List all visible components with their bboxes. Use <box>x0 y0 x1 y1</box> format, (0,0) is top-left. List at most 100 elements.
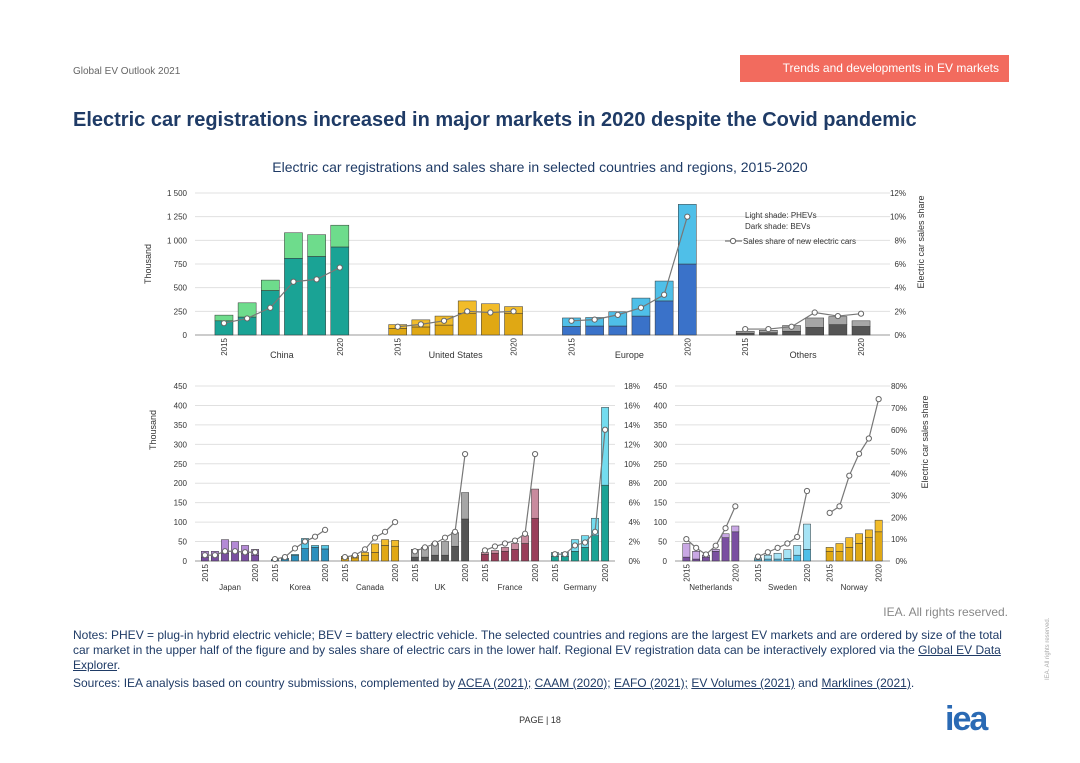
canada-share-point <box>391 519 399 526</box>
ev-volumes-link[interactable]: EV Volumes (2021) <box>691 676 795 690</box>
bottom-left-y2tick-label: 4% <box>628 518 640 527</box>
netherlands-share-point <box>712 542 719 549</box>
marklines-link[interactable]: Marklines (2021) <box>821 676 911 690</box>
china-share-line <box>223 267 341 324</box>
france-phev-bar <box>511 543 519 550</box>
china-share-point <box>244 315 251 322</box>
bottom-left-ytick-label: 400 <box>174 401 188 410</box>
germany-group-label: Germany <box>564 583 597 592</box>
legend-dark: Dark shade: BEVs <box>745 222 810 231</box>
others-bev-bar <box>735 332 755 336</box>
china-share-point <box>313 276 320 283</box>
canada-share-point <box>361 546 369 553</box>
korea-share-point <box>321 526 329 533</box>
canada-phev-bar <box>361 552 369 556</box>
norway-share-point <box>826 509 833 516</box>
canada-phev-bar <box>381 539 389 546</box>
canada-share-point <box>381 528 389 535</box>
top-ytick-label: 500 <box>174 284 188 293</box>
china-bev-bar <box>307 256 326 336</box>
france-bev-bar <box>501 551 509 562</box>
united-states-share-point <box>464 308 471 315</box>
china-bev-bar <box>284 258 303 336</box>
canada-bev-bar <box>361 555 369 562</box>
others-year-label: 2015 <box>741 337 750 355</box>
bottom-right-y2tick-label: 80% <box>891 382 907 391</box>
europe-group-label: Europe <box>615 350 644 360</box>
notes: Notes: PHEV = plug-in hybrid electric ve… <box>73 628 1008 673</box>
bottom-left-y2tick-label: 2% <box>628 538 640 547</box>
norway-phev-bar <box>825 547 834 552</box>
united-states-group-label: United States <box>429 350 484 360</box>
bottom-right-y2tick-label: 20% <box>891 513 907 522</box>
germany-bev-bar <box>591 535 599 562</box>
france-share-point <box>491 543 499 550</box>
japan-group-label: Japan <box>219 583 241 592</box>
norway-share-line <box>829 398 880 514</box>
canada-year-label: 2015 <box>341 563 350 581</box>
acea-link[interactable]: ACEA (2021); <box>457 676 532 690</box>
top-y2tick-label: 10% <box>890 213 906 222</box>
bottom-right-y2label: Electric car sales share <box>920 395 930 488</box>
bottom-right-y2tick-label: 40% <box>891 470 907 479</box>
china-share-point <box>220 320 228 327</box>
bottom-left-ytick-label: 200 <box>174 479 188 488</box>
uk-phev-bar <box>461 492 469 520</box>
global-ev-data-explorer-link[interactable]: Global EV Data Explorer <box>73 643 1001 672</box>
europe-share-point <box>684 213 691 220</box>
china-bev-bar <box>261 290 280 336</box>
chart-title: Electric car registrations and sales sha… <box>272 159 808 175</box>
bottom-right-ytick-label: 300 <box>654 440 668 449</box>
japan-year-label: 2015 <box>201 563 210 581</box>
sweden-bev-bar <box>793 554 802 562</box>
united-states-year-label: 2015 <box>394 337 403 355</box>
europe-share-point <box>614 311 621 318</box>
china-year-label: 2015 <box>220 337 229 355</box>
others-share-line <box>745 311 862 330</box>
uk-bev-bar <box>411 556 419 562</box>
others-share-point <box>788 323 795 330</box>
uk-group-label: UK <box>434 583 446 592</box>
norway-share-point <box>846 472 853 479</box>
others-phev-bar <box>851 320 871 327</box>
eafo-link[interactable]: EAFO (2021); <box>613 676 688 690</box>
germany-share-point <box>601 426 609 433</box>
united-states-share-point <box>417 321 424 328</box>
caam-link[interactable]: CAAM (2020); <box>534 676 611 690</box>
china-phev-bar <box>330 224 350 248</box>
united-states-bev-bar <box>411 326 431 336</box>
norway-bev-bar <box>845 547 854 562</box>
norway-share-point <box>865 435 872 442</box>
europe-year-label: 2015 <box>567 337 576 355</box>
netherlands-share-point <box>732 503 739 510</box>
france-year-label: 2015 <box>481 563 490 581</box>
china-bev-bar <box>330 246 350 336</box>
netherlands-phev-bar <box>692 551 701 560</box>
netherlands-phev-bar <box>721 533 730 538</box>
korea-year-label: 2015 <box>271 563 280 581</box>
sweden-share-point <box>764 549 771 556</box>
canada-bev-bar <box>381 545 389 562</box>
france-year-label: 2020 <box>531 563 540 581</box>
section-tag[interactable]: Trends and developments in EV markets <box>740 55 1009 82</box>
top-y2tick-label: 8% <box>894 236 906 245</box>
norway-group-label: Norway <box>841 583 868 592</box>
page-number: PAGE | 18 <box>519 715 561 725</box>
china-phev-bar <box>284 232 303 259</box>
europe-share-point <box>568 317 575 324</box>
netherlands-bev-bar <box>731 531 740 562</box>
canada-phev-bar <box>371 543 379 553</box>
bottom-right-y2tick-label: 60% <box>891 426 907 435</box>
uk-share-point <box>461 450 469 458</box>
top-y2tick-label: 6% <box>894 260 906 269</box>
europe-bev-bar <box>562 326 581 336</box>
japan-share-point <box>231 548 239 555</box>
uk-year-label: 2015 <box>411 563 420 581</box>
bottom-right-ytick-label: 150 <box>654 499 668 508</box>
europe-share-line <box>571 216 688 322</box>
top-y2label: Electric car sales share <box>916 195 926 288</box>
bottom-left-ytick-label: 450 <box>174 382 188 391</box>
others-bev-bar <box>759 332 778 336</box>
united-states-bev-bar <box>434 324 454 336</box>
china-phev-bar <box>214 314 234 322</box>
